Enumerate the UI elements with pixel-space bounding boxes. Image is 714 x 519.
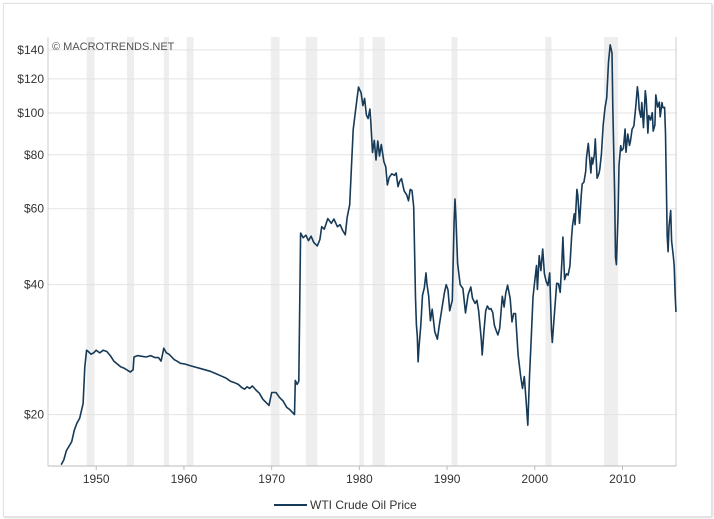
- y-tick-label: $80: [24, 148, 44, 162]
- y-tick-label: $100: [17, 106, 44, 120]
- gridlines: [48, 49, 676, 416]
- x-tick-label: 1980: [346, 472, 373, 486]
- y-tick-label: $60: [24, 202, 44, 216]
- recession-band: [86, 37, 95, 466]
- recession-bands: [86, 37, 619, 466]
- recession-band: [372, 37, 385, 466]
- chart-frame: $20 $40 $60 $80 $100 $120 $140 1950 1960 1970 198…: [3, 3, 712, 517]
- recession-band: [545, 37, 552, 466]
- credit-text: © MACROTRENDS.NET: [52, 41, 175, 53]
- recession-band: [126, 37, 134, 466]
- y-tick-label: $120: [17, 72, 44, 86]
- x-axis-tick-labels: 1950 1960 1970 1980 1990 2000 2010: [83, 466, 636, 486]
- y-axis-tick-labels: $20 $40 $60 $80 $100 $120 $140: [17, 43, 44, 422]
- legend[interactable]: WTI Crude Oil Price: [274, 498, 417, 512]
- recession-band: [163, 37, 170, 466]
- x-tick-label: 1970: [258, 472, 285, 486]
- legend-label: WTI Crude Oil Price: [310, 498, 417, 512]
- axes: [47, 37, 677, 467]
- x-tick-label: 1960: [171, 472, 198, 486]
- series-line-wti-crude-oil-price: [60, 44, 677, 466]
- y-tick-label: $20: [24, 408, 44, 422]
- series-layer: [60, 44, 677, 466]
- recession-band: [359, 37, 364, 466]
- x-tick-label: 1990: [434, 472, 461, 486]
- recession-band: [270, 37, 280, 466]
- chart-svg: $20 $40 $60 $80 $100 $120 $140 1950 1960 1970 198…: [17, 37, 677, 512]
- recession-band: [604, 37, 619, 466]
- y-tick-label: $140: [17, 43, 44, 57]
- y-tick-label: $40: [24, 278, 44, 292]
- x-tick-label: 2000: [521, 472, 548, 486]
- x-tick-label: 1950: [83, 472, 110, 486]
- recession-band: [305, 37, 318, 466]
- recession-band: [451, 37, 458, 466]
- x-tick-label: 2010: [609, 472, 636, 486]
- recession-band: [186, 37, 194, 466]
